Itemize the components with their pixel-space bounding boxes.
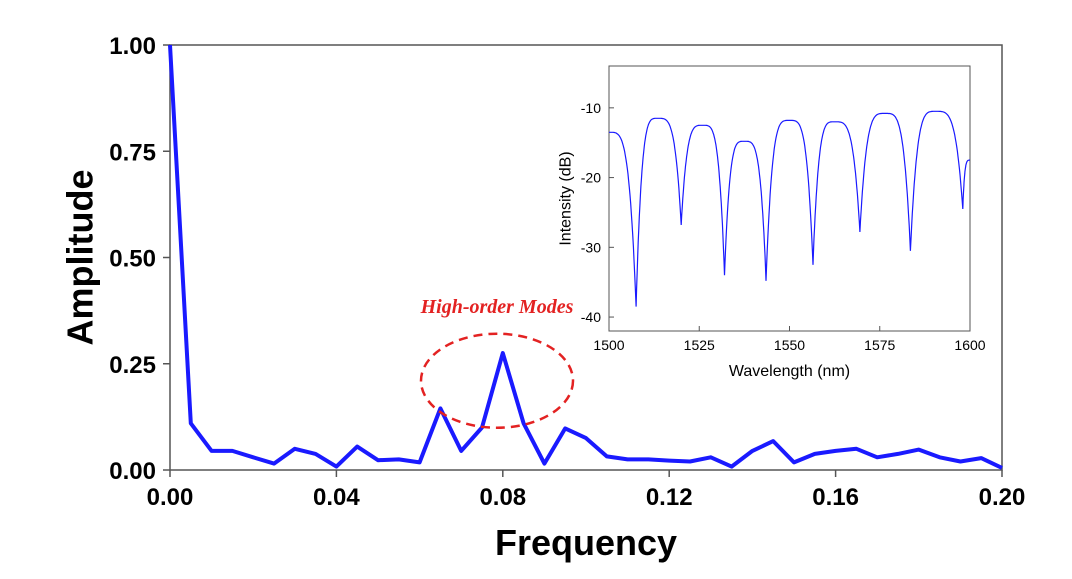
inset-y-axis-title: Intensity (dB): [558, 151, 575, 245]
inset-y-tick-label: -40: [581, 309, 601, 325]
main-x-tick-label: 0.12: [646, 484, 693, 511]
inset-y-tick-label: -20: [581, 170, 601, 186]
main-plot: 0.00 0.04 0.08 0.12 0.16 0.20 0.00 0.25 0.50 0.7…: [60, 33, 1026, 563]
inset-x-tick-label: 1500: [593, 337, 624, 353]
inset-y-tick-label: -10: [581, 100, 601, 116]
inset-x-ticks: 1500 1525 1550 1575 1600: [593, 326, 986, 353]
inset-x-tick-label: 1550: [774, 337, 805, 353]
main-y-tick-label: 0.50: [109, 246, 156, 273]
high-order-modes-ellipse: [419, 332, 575, 429]
annotation-high-order-modes: High-order Modes: [420, 296, 574, 318]
main-y-ticks: 0.00 0.25 0.50 0.75 1.00: [109, 33, 170, 485]
inset-x-axis-title: Wavelength (nm): [729, 363, 850, 380]
main-x-tick-label: 0.08: [479, 484, 526, 511]
main-x-tick-label: 0.00: [147, 484, 194, 511]
inset-x-tick-label: 1525: [684, 337, 715, 353]
inset-y-tick-label: -30: [581, 239, 601, 255]
main-y-tick-label: 0.00: [109, 458, 156, 485]
inset-x-tick-label: 1575: [864, 337, 895, 353]
inset-plot: 1500 1525 1550 1575 1600 -40 -30 -20 -10 Wavele…: [558, 65, 986, 380]
inset-plot-frame: [608, 65, 971, 332]
main-x-axis-title: Frequency: [495, 522, 677, 563]
main-x-tick-label: 0.04: [313, 484, 360, 511]
main-y-tick-label: 0.75: [109, 139, 156, 166]
main-series-line: [168, 44, 1003, 470]
inset-y-ticks: -40 -30 -20 -10: [581, 100, 614, 325]
main-x-ticks: 0.00 0.04 0.08 0.12 0.16 0.20: [147, 470, 1026, 511]
inset-series-line: [609, 110, 970, 307]
main-y-axis-title: Amplitude: [60, 170, 101, 346]
main-y-tick-label: 1.00: [109, 33, 156, 60]
main-y-tick-label: 0.25: [109, 352, 156, 379]
main-x-tick-label: 0.20: [979, 484, 1026, 511]
main-x-tick-label: 0.16: [812, 484, 859, 511]
inset-x-tick-label: 1600: [954, 337, 985, 353]
